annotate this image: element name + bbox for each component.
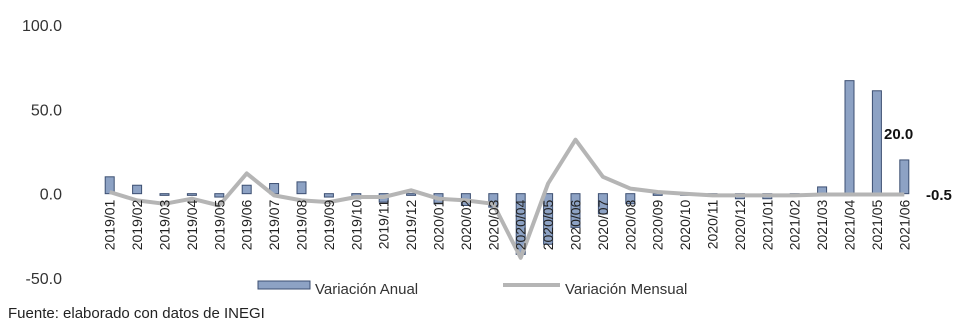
y-tick-label: 100.0 [22, 18, 62, 35]
x-tick-label: 2019/12 [403, 199, 419, 250]
bar [186, 193, 197, 196]
bar [597, 193, 608, 215]
x-tick-label: 2020/03 [485, 199, 501, 250]
x-tick-label: 2020/10 [677, 199, 693, 250]
bar [132, 184, 143, 195]
x-tick-label: 2019/04 [184, 199, 200, 250]
line-series [109, 137, 905, 260]
bar [625, 193, 636, 205]
x-tick-label: 2020/07 [595, 199, 611, 250]
y-tick-label: -50.0 [26, 271, 63, 288]
bar [159, 193, 170, 196]
bar-end-label: 20.0 [884, 126, 913, 143]
legend: Variación Anual Variación Mensual [257, 280, 687, 298]
x-tick-label: 2021/01 [759, 199, 775, 250]
x-tick-label: 2019/05 [211, 199, 227, 250]
y-axis: 100.0 50.0 0.0 -50.0 [22, 18, 62, 288]
monthly-variation-line [109, 137, 905, 260]
x-tick-label: 2021/02 [787, 199, 803, 250]
x-tick-label: 2020/04 [513, 199, 529, 250]
bar [323, 193, 334, 198]
x-tick-label: 2021/04 [842, 199, 858, 250]
bar [543, 193, 554, 245]
x-tick-label: 2021/03 [814, 199, 830, 250]
end-labels: 20.0 -0.5 [884, 126, 952, 204]
bar [570, 193, 581, 228]
x-tick-label: 2020/06 [568, 199, 584, 250]
legend-bar-swatch [257, 280, 311, 290]
x-tick-label: 2020/02 [458, 199, 474, 250]
chart: 100.050.00.0-50.0 2019/01 2019/02 2019/03 2… [22, 18, 952, 298]
x-axis: 2019/01 2019/02 2019/03 2019/04 2019/05 2019/… [102, 199, 913, 250]
bar [899, 159, 910, 195]
x-tick-label: 2019/10 [348, 199, 364, 250]
x-tick-label: 2020/09 [650, 199, 666, 250]
bar [296, 181, 307, 195]
x-tick-label: 2020/05 [540, 199, 556, 250]
x-tick-label: 2021/05 [869, 199, 885, 250]
x-tick-label: 2019/02 [129, 199, 145, 250]
legend-label-monthly: Variación Mensual [565, 281, 687, 298]
x-tick-label: 2019/06 [239, 199, 255, 250]
x-tick-label: 2019/01 [102, 199, 118, 250]
y-tick-label: 50.0 [31, 102, 62, 119]
x-tick-label: 2019/07 [266, 199, 282, 250]
bar [871, 90, 882, 195]
x-tick-label: 2020/12 [732, 199, 748, 250]
source-note: Fuente: elaborado con datos de INEGI [8, 305, 265, 322]
bar [844, 80, 855, 195]
x-tick-label: 2019/11 [376, 199, 392, 249]
bar [406, 193, 417, 196]
x-tick-label: 2019/03 [157, 199, 173, 250]
x-tick-label: 2020/01 [431, 199, 447, 250]
x-tick-label: 2020/11 [705, 199, 721, 249]
y-tick-label: 0.0 [40, 187, 62, 204]
bar [214, 193, 225, 198]
x-tick-label: 2021/06 [896, 199, 912, 250]
x-tick-label: 2020/08 [622, 199, 638, 250]
x-tick-label: 2019/08 [294, 199, 310, 250]
line-end-label: -0.5 [926, 187, 952, 204]
x-tick-label: 2019/09 [321, 199, 337, 250]
legend-label-annual: Variación Anual [315, 281, 418, 298]
bar [241, 184, 252, 195]
